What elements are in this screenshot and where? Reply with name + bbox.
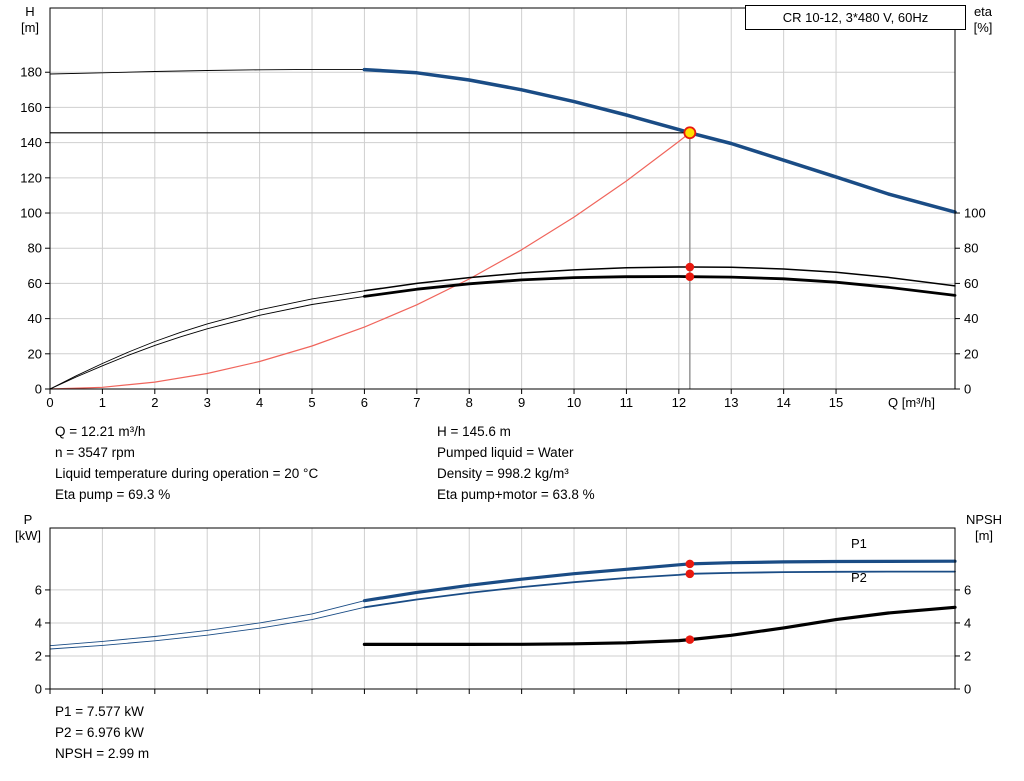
duty-info-right: H = 145.6 m Pumped liquid = Water Densit… — [437, 421, 595, 505]
operating-dot — [685, 559, 695, 569]
info-density: Density = 998.2 kg/m³ — [437, 466, 569, 481]
head-curve — [362, 67, 957, 214]
info-p2: P2 = 6.976 kW — [55, 725, 144, 740]
y-tick-label-left: 40 — [28, 311, 42, 326]
flow-axis-label: Q [m³/h] — [888, 395, 935, 410]
y-tick-label-left: 6 — [35, 582, 42, 597]
power-axis-label: P [kW] — [8, 512, 48, 544]
x-tick-label: 15 — [829, 395, 843, 410]
y-tick-label-left: 120 — [20, 170, 42, 185]
info-npsh: NPSH = 2.99 m — [55, 746, 150, 761]
y-tick-label-left: 0 — [35, 682, 42, 697]
power-axis-label-line1: P — [23, 512, 33, 527]
npsh-axis-label-line1: NPSH — [965, 512, 1003, 527]
duty-info-left: Q = 12.21 m³/h n = 3547 rpm Liquid tempe… — [55, 421, 318, 505]
operating-dot — [685, 635, 695, 644]
y-tick-label-right: 60 — [964, 276, 978, 291]
y-tick-label-right: 4 — [964, 615, 971, 630]
eta-pump-motor-low-flow — [49, 295, 365, 390]
p1-low-flow — [49, 600, 365, 647]
x-tick-label: 0 — [46, 395, 53, 410]
duty-point-marker[interactable] — [683, 126, 697, 140]
y-tick-label-right: 0 — [964, 682, 971, 697]
x-tick-label: 4 — [256, 395, 263, 410]
operating-dot — [685, 569, 695, 579]
y-tick-label-left: 80 — [28, 241, 42, 256]
head-axis-label-line2: [m] — [20, 20, 40, 35]
p2-curve-label: P2 — [851, 570, 867, 585]
y-tick-label-left: 60 — [28, 276, 42, 291]
y-tick-label-right: 0 — [964, 382, 971, 397]
npsh-curve — [362, 605, 957, 647]
power-info: P1 = 7.577 kW P2 = 6.976 kW NPSH = 2.99 … — [55, 701, 149, 764]
y-tick-label-left: 0 — [35, 382, 42, 397]
p2-low-flow — [49, 606, 365, 650]
eta-axis-label: eta [%] — [962, 4, 1004, 36]
p1-curve-label: P1 — [851, 536, 867, 551]
head-curve-low-flow — [49, 68, 365, 75]
x-tick-label: 1 — [99, 395, 106, 410]
x-tick-label: 3 — [204, 395, 211, 410]
npsh-axis-label: NPSH [m] — [958, 512, 1010, 544]
x-tick-label: 12 — [672, 395, 686, 410]
p2-curve — [363, 570, 956, 609]
info-flow: Q = 12.21 m³/h — [55, 424, 146, 439]
x-tick-label: 2 — [151, 395, 158, 410]
power-npsh-chart: 0 2 4 6 0 2 4 6 — [35, 527, 971, 697]
npsh-axis-label-line2: [m] — [974, 528, 994, 543]
x-tick-label: 10 — [567, 395, 581, 410]
y-tick-label-left: 180 — [20, 65, 42, 80]
y-tick-label-right: 6 — [964, 582, 971, 597]
head-axis-label-line1: H — [25, 4, 35, 19]
y-tick-label-right: 40 — [964, 311, 978, 326]
plot-border — [49, 527, 956, 690]
info-head: H = 145.6 m — [437, 424, 511, 439]
x-tick-label: 13 — [724, 395, 738, 410]
y-tick-label-left: 140 — [20, 135, 42, 150]
x-tick-label: 5 — [308, 395, 315, 410]
eta-axis-label-line1: eta — [973, 4, 993, 19]
x-tick-label: 6 — [361, 395, 368, 410]
y-tick-label-left: 2 — [35, 648, 42, 663]
x-tick-label: 7 — [413, 395, 420, 410]
power-axis-label-line2: [kW] — [15, 528, 41, 543]
info-eta-pump: Eta pump = 69.3 % — [55, 487, 171, 502]
eta-pump-curve — [363, 266, 956, 292]
eta-pump-low-flow — [49, 290, 365, 390]
info-liquid-temp: Liquid temperature during operation = 20… — [55, 466, 319, 481]
x-tick-label: 8 — [466, 395, 473, 410]
eta-axis-label-line2: [%] — [973, 20, 993, 35]
y-tick-label-left: 100 — [20, 206, 42, 221]
y-tick-label-right: 80 — [964, 241, 978, 256]
pump-title-box: CR 10-12, 3*480 V, 60Hz — [745, 5, 966, 30]
x-tick-label: 9 — [518, 395, 525, 410]
x-tick-label: 14 — [776, 395, 790, 410]
head-axis-label: H [m] — [12, 4, 48, 36]
p1-curve — [362, 559, 957, 603]
y-tick-label-left: 20 — [28, 346, 42, 361]
info-pumped-liquid: Pumped liquid = Water — [437, 445, 574, 460]
info-eta-pump-motor: Eta pump+motor = 63.8 % — [437, 487, 595, 502]
plot-border — [49, 7, 956, 390]
y-tick-label-right: 2 — [964, 648, 971, 663]
info-p1: P1 = 7.577 kW — [55, 704, 144, 719]
operating-dot — [685, 272, 695, 282]
y-tick-label-right: 100 — [964, 206, 986, 221]
eta-pump-motor-curve — [362, 275, 957, 298]
info-speed: n = 3547 rpm — [55, 445, 135, 460]
pump-title: CR 10-12, 3*480 V, 60Hz — [782, 10, 929, 25]
y-tick-label-right: 20 — [964, 346, 978, 361]
operating-dot — [685, 262, 695, 272]
y-tick-label-left: 160 — [20, 100, 42, 115]
x-tick-label: 11 — [620, 395, 634, 410]
qh-eta-chart: 0 1 2 3 4 5 6 7 8 9 10 11 12 13 14 15020406080100120140… — [20, 7, 986, 410]
y-tick-label-left: 4 — [35, 615, 42, 630]
system-curve — [49, 132, 691, 390]
